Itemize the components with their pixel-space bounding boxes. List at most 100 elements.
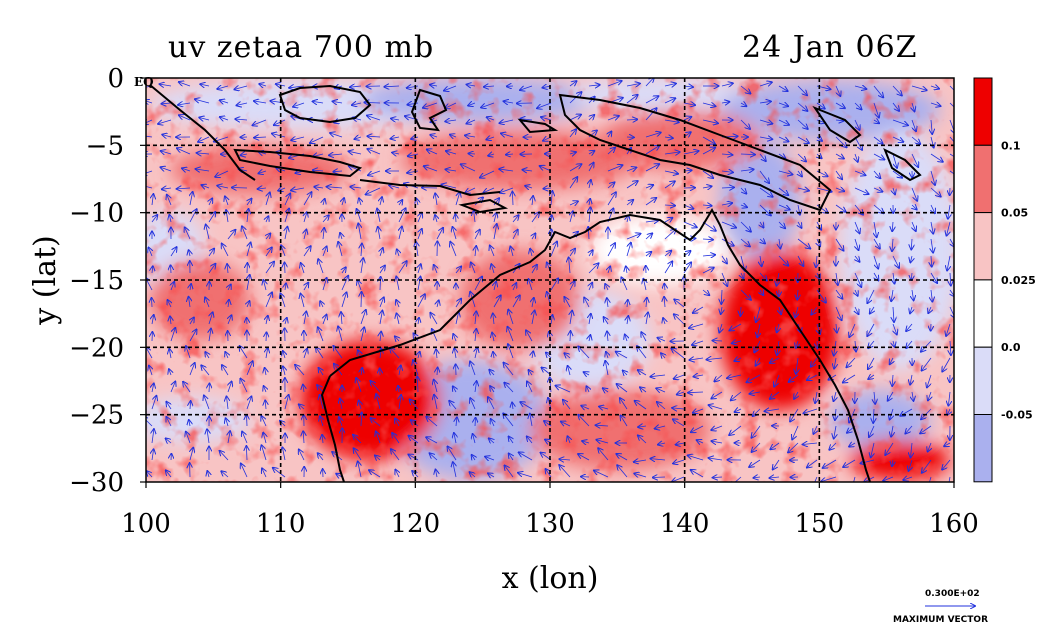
wind-vector (835, 170, 842, 179)
wind-vector (528, 279, 532, 291)
wind-vector (220, 100, 229, 103)
wind-vector (399, 395, 401, 410)
wind-vector (813, 425, 817, 434)
wind-vector (616, 454, 628, 461)
y-tick-label: −5 (86, 131, 124, 161)
wind-vector (518, 473, 533, 478)
wind-vector (740, 169, 754, 171)
wind-vector (891, 425, 893, 437)
wind-vector (320, 416, 323, 427)
wind-vector (274, 119, 286, 125)
wind-vector (664, 229, 676, 240)
wind-vector (265, 401, 266, 410)
wind-vector (171, 382, 175, 393)
wind-vector (532, 233, 535, 239)
wind-vector (892, 170, 902, 178)
wind-vector (147, 471, 153, 478)
wind-vector (617, 384, 628, 393)
wind-vector (338, 242, 342, 257)
wind-vector (903, 477, 913, 480)
wind-vector (247, 209, 249, 223)
wind-vector (673, 419, 685, 427)
wind-vector (570, 311, 572, 325)
wind-vector (247, 415, 248, 427)
wind-vector (190, 192, 193, 206)
wind-vector (922, 357, 932, 371)
wind-vector (664, 297, 665, 308)
wind-vector (146, 120, 153, 124)
wind-vector (691, 425, 704, 432)
colorbar-bin (973, 212, 993, 281)
wind-vector (304, 212, 307, 223)
wind-vector (349, 151, 362, 154)
wind-vector (361, 244, 362, 257)
wind-vector (285, 318, 287, 325)
wind-vector (817, 137, 822, 141)
wind-vector (284, 194, 290, 206)
wind-vector (578, 454, 590, 461)
wind-vector (273, 468, 286, 478)
wind-vector (702, 289, 709, 295)
vector-legend-value: 0.300E+02 (925, 589, 980, 599)
wind-vector (911, 85, 927, 90)
wind-vector (653, 477, 666, 478)
wind-vector (266, 348, 268, 359)
wind-vector (380, 277, 381, 291)
colorbar-bin (973, 279, 993, 348)
wind-vector (605, 361, 608, 376)
wind-vector (491, 264, 494, 274)
wind-vector (664, 205, 675, 206)
wind-vector (871, 442, 874, 457)
wind-vector (149, 366, 152, 376)
wind-vector (475, 381, 477, 393)
wind-vector (316, 347, 324, 359)
wind-vector (778, 103, 788, 106)
wind-vector (949, 170, 954, 175)
wind-vector (512, 192, 513, 206)
wind-vector (770, 477, 780, 478)
wind-vector (849, 443, 856, 447)
wind-vector (352, 103, 362, 105)
wind-vector (418, 229, 422, 240)
wind-vector (199, 118, 210, 121)
wind-vector (674, 375, 685, 379)
wind-vector (149, 248, 153, 257)
wind-vector (664, 251, 671, 257)
wind-vector (727, 375, 742, 378)
wind-vector (489, 370, 494, 375)
wind-vector (815, 391, 817, 403)
wind-vector (265, 368, 266, 376)
wind-vector (625, 335, 627, 342)
wind-vector (834, 340, 836, 356)
wind-vector (721, 154, 732, 155)
wind-vector (408, 455, 419, 461)
wind-vector (589, 335, 590, 342)
wind-vector (911, 153, 918, 167)
wind-vector (892, 102, 899, 111)
wind-vector (663, 318, 665, 325)
wind-vector (603, 388, 608, 392)
wind-vector (912, 221, 916, 231)
wind-vector (189, 330, 197, 342)
wind-vector (569, 177, 577, 189)
wind-vector (759, 153, 766, 161)
wind-vector (893, 272, 895, 284)
wind-vector (418, 277, 421, 291)
wind-vector (430, 85, 438, 86)
wind-vector (638, 435, 647, 444)
wind-vector (604, 317, 608, 325)
wind-vector (508, 344, 514, 359)
wind-vector (506, 154, 514, 155)
colorbar: 0.1 0.05 0.025 0.0 -0.05 (973, 77, 1036, 483)
wind-vector (430, 313, 438, 325)
wind-vector (594, 471, 609, 478)
wind-vector (179, 115, 191, 121)
wind-vector (626, 168, 636, 172)
wind-vector (759, 82, 772, 86)
wind-vector (444, 85, 457, 91)
wind-vector (778, 154, 785, 159)
wind-vector (453, 227, 457, 240)
wind-vector (291, 116, 305, 120)
wind-vector (664, 171, 678, 174)
wind-vector (729, 425, 742, 435)
